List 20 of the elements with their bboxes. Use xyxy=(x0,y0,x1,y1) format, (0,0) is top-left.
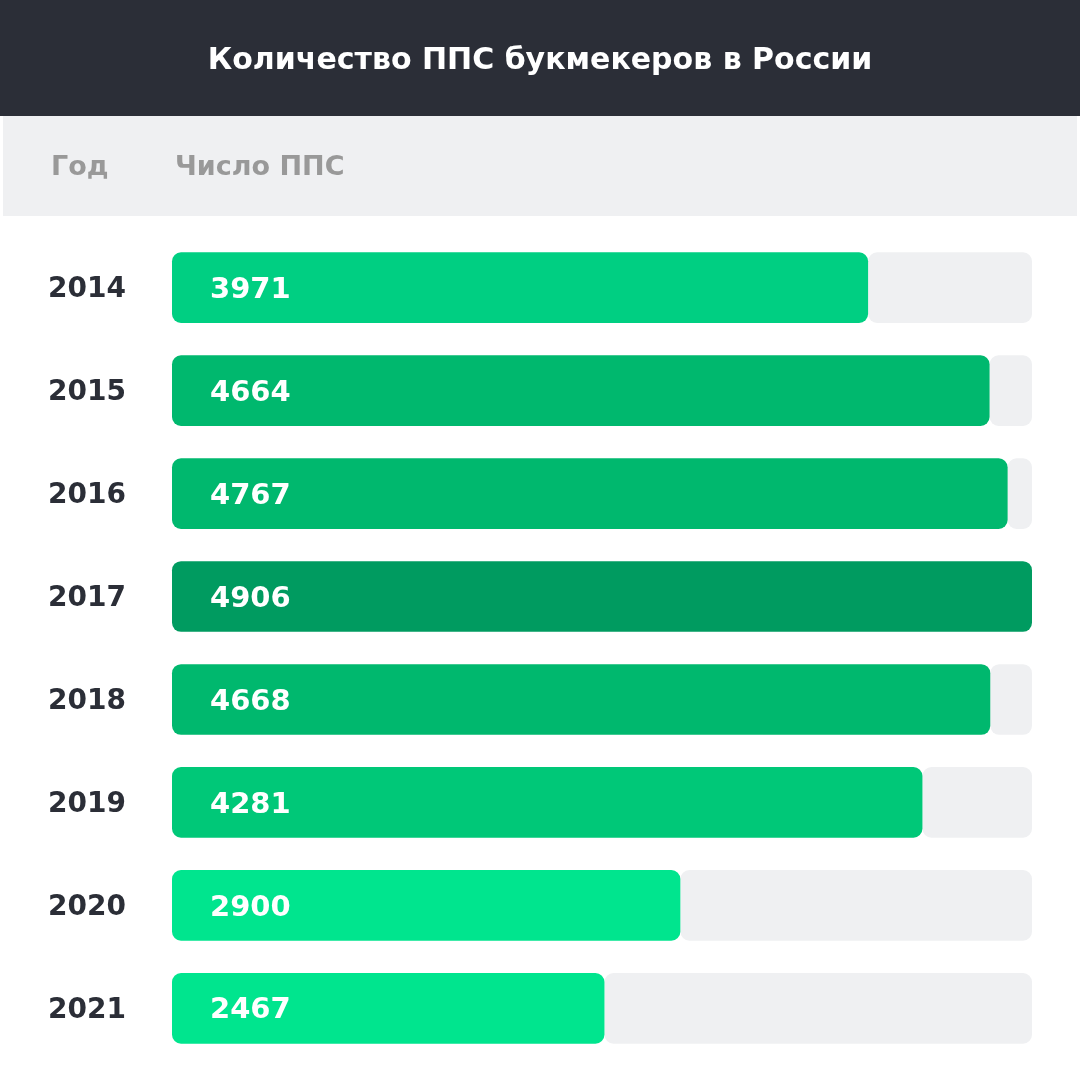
data-label: 4281 xyxy=(210,785,291,820)
data-label: 2467 xyxy=(210,991,291,1026)
y-tick-label: 2017 xyxy=(48,580,126,614)
y-axis-title: Год xyxy=(51,150,109,182)
chart-title: Количество ППС букмекеров в России xyxy=(207,40,873,76)
data-label: 4906 xyxy=(210,579,291,614)
y-tick-label: 2020 xyxy=(48,889,126,923)
data-label: 4664 xyxy=(210,373,291,408)
bar xyxy=(172,561,1032,632)
y-tick-label: 2021 xyxy=(48,992,126,1026)
y-tick-label: 2019 xyxy=(48,786,126,820)
data-label: 4668 xyxy=(210,682,291,717)
data-label: 3971 xyxy=(210,270,291,305)
y-tick-label: 2015 xyxy=(48,374,126,408)
data-label: 2900 xyxy=(210,888,291,923)
x-axis-title: Число ППС xyxy=(175,150,345,182)
data-label: 4767 xyxy=(210,476,291,511)
y-tick-label: 2016 xyxy=(48,477,126,511)
y-tick-label: 2018 xyxy=(48,683,126,717)
y-tick-label: 2014 xyxy=(48,271,126,305)
